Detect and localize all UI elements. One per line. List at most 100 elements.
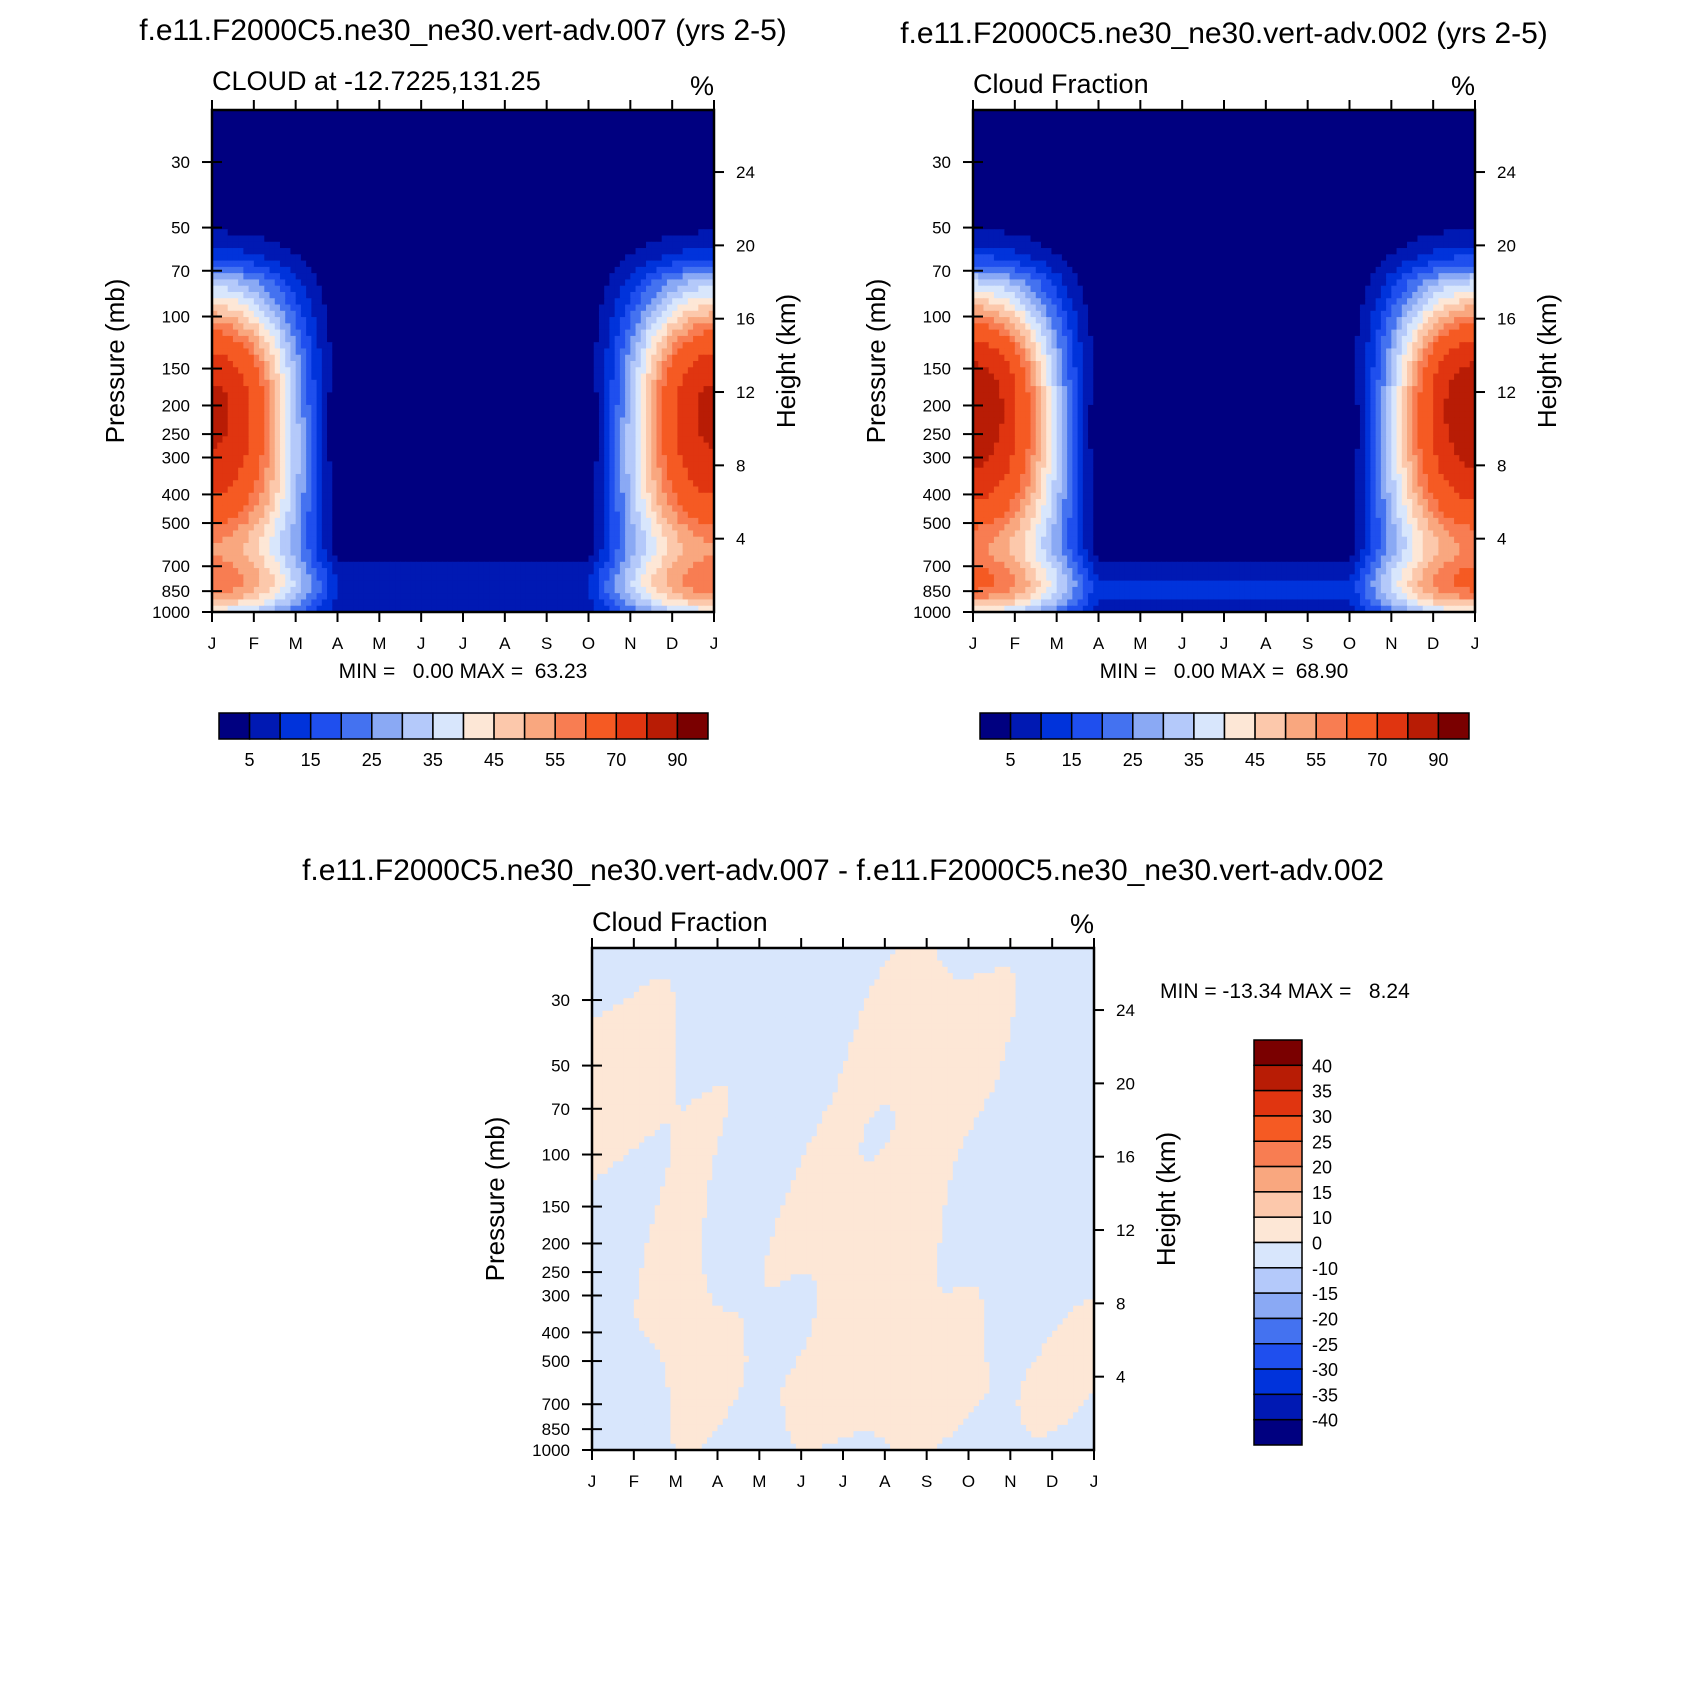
heatmap-cell [698,367,705,375]
heatmap-cell [363,241,370,249]
heatmap-cell [489,235,495,243]
heatmap-cell [494,266,501,274]
heatmap-cell [557,367,563,375]
heatmap-cell [703,166,710,174]
heatmap-cell [693,273,699,281]
heatmap-cell [426,411,433,419]
heatmap-cell [306,317,312,324]
heatmap-cell [232,128,239,136]
heatmap-cell [222,304,229,312]
heatmap-cell [238,153,244,161]
heatmap-cell [562,147,569,155]
heatmap-cell [264,128,271,136]
heatmap-cell [259,273,265,281]
heatmap-cell [227,116,234,124]
heatmap-cell [426,423,433,431]
heatmap-cell [426,216,433,224]
heatmap-cell [562,423,569,431]
heatmap-cell [274,266,281,274]
heatmap-cell [708,310,714,318]
heatmap-cell [656,367,663,375]
heatmap-cell [693,191,699,199]
heatmap-cell [499,310,506,318]
heatmap-cell [400,348,407,356]
heatmap-cell [222,260,229,268]
heatmap-cell [290,266,297,274]
heatmap-cell [499,392,506,400]
heatmap-cell [583,304,590,312]
heatmap-cell [337,291,344,299]
heatmap-cell [593,335,600,343]
heatmap-cell [478,323,485,331]
heatmap-cell [332,260,339,268]
heatmap-cell [630,404,637,412]
heatmap-cell [578,329,584,337]
heatmap-cell [431,285,438,293]
heatmap-cell [389,285,396,293]
heatmap-cell [279,235,286,243]
heatmap-cell [619,254,626,262]
heatmap-cell [635,329,642,337]
heatmap-cell [567,291,574,299]
heatmap-cell [442,128,448,136]
heatmap-cell [504,197,511,205]
heatmap-cell [400,304,407,312]
heatmap-cell [264,304,271,312]
heatmap-cell [687,335,694,343]
heatmap-cell [677,141,684,149]
heatmap-cell [530,235,537,243]
heatmap-cell [494,141,501,149]
heatmap-cell [625,354,631,362]
heatmap-cell [358,279,365,287]
heatmap-cell [604,423,611,431]
heatmap-cell [300,417,307,425]
heatmap-cell [212,147,218,155]
heatmap-cell [447,147,454,155]
heatmap-cell [332,204,339,212]
heatmap-cell [546,222,553,230]
heatmap-cell [593,172,600,180]
heatmap-cell [499,323,506,331]
heatmap-cell [583,110,590,117]
heatmap-cell [295,373,302,381]
heatmap-cell [468,116,475,124]
heatmap-cell [321,398,328,406]
heatmap-cell [253,110,260,117]
heatmap-cell [259,204,265,212]
heatmap-cell [300,191,307,199]
heatmap-cell [410,248,417,255]
heatmap-cell [389,172,396,180]
heatmap-cell [395,342,401,350]
heatmap-cell [546,241,553,249]
heatmap-cell [463,329,469,337]
heatmap-cell [682,204,689,212]
heatmap-cell [489,179,495,186]
heatmap-cell [327,423,333,431]
heatmap-cell [473,216,480,224]
heatmap-cell [379,323,386,331]
heatmap-cell [253,373,260,381]
heatmap-cell [666,348,673,356]
heatmap-cell [583,285,590,293]
heatmap-cell [327,229,333,237]
heatmap-cell [316,285,323,293]
heatmap-cell [300,342,307,350]
heatmap-cell [457,172,464,180]
heatmap-cell [421,241,427,249]
heatmap-cell [337,204,344,212]
heatmap-cell [483,260,490,268]
heatmap-cell [442,373,448,381]
heatmap-cell [442,235,448,243]
heatmap-cell [708,160,714,168]
heatmap-cell [557,291,563,299]
heatmap-cell [232,266,239,274]
heatmap-cell [316,404,323,412]
heatmap-cell [693,235,699,243]
heatmap-cell [368,216,375,224]
heatmap-cell [525,191,532,199]
heatmap-cell [510,317,516,324]
heatmap-cell [431,179,438,186]
heatmap-cell [358,248,365,255]
heatmap-cell [546,197,553,205]
heatmap-cell [609,379,616,387]
